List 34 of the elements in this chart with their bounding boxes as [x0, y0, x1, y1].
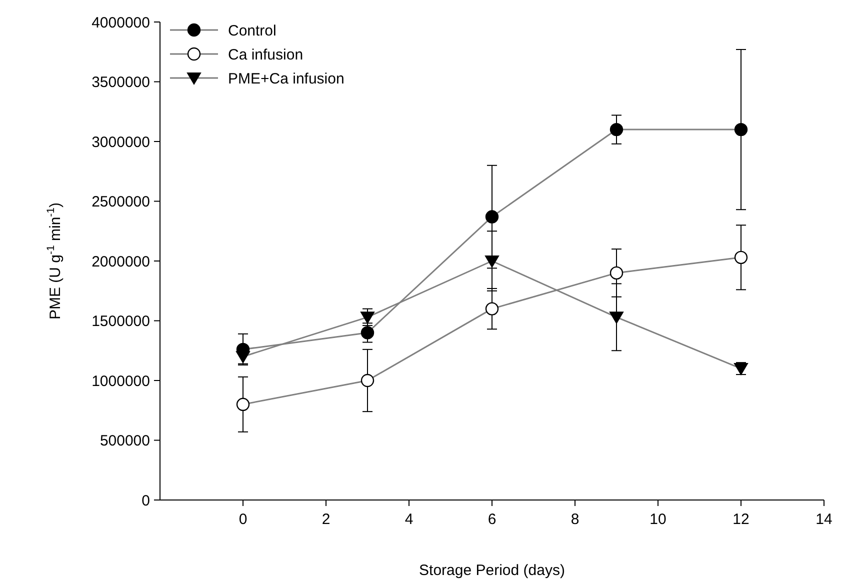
point	[360, 374, 374, 388]
point	[485, 302, 499, 316]
point	[360, 326, 374, 340]
point	[485, 210, 499, 224]
y-tick-label: 4000000	[92, 14, 150, 32]
x-tick-label: 12	[732, 511, 750, 528]
point	[236, 351, 250, 364]
y-tick-label: 1000000	[92, 372, 150, 390]
y-tick-label: 500000	[100, 432, 150, 450]
point	[734, 122, 748, 136]
point	[236, 398, 250, 411]
point	[610, 266, 624, 280]
x-tick-label: 8	[570, 511, 580, 528]
x-tick-label: 2	[322, 511, 330, 528]
legend-label: Ca infusion	[228, 46, 304, 64]
y-tick-label: 3500000	[92, 74, 150, 91]
y-tick-label: 2500000	[92, 194, 150, 210]
x-tick-label: 14	[816, 511, 832, 528]
y-tick-label: 3000000	[92, 134, 150, 151]
x-tick-label: 6	[488, 511, 496, 528]
x-tick-label: 0	[238, 511, 248, 528]
y-tick-label: 1500000	[92, 313, 150, 330]
point	[485, 256, 499, 268]
point	[360, 312, 374, 324]
point	[734, 250, 748, 264]
point	[610, 312, 624, 324]
legend-label: PME+Ca infusion	[228, 70, 344, 88]
x-axis-title: Storage Period (days)	[419, 562, 565, 579]
legend-label: Control	[228, 22, 276, 40]
x-tick-label: 4	[404, 511, 414, 528]
y-tick-label: 0	[142, 492, 150, 510]
y-tick-label: 2000000	[92, 253, 150, 270]
point	[610, 122, 624, 136]
x-tick-label: 10	[650, 511, 666, 528]
